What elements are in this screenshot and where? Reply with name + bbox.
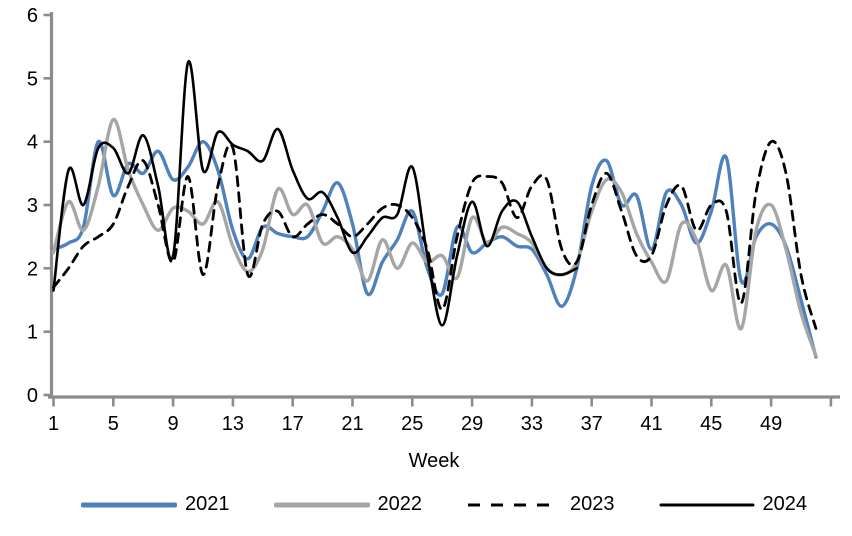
legend-label-2022: 2022	[377, 493, 423, 515]
x-tick-label: 5	[108, 413, 119, 435]
legend-line-sample-2023	[468, 503, 560, 506]
legend-label-2024: 2024	[762, 493, 808, 515]
series-line-2023	[52, 139, 818, 330]
x-tick-label: 13	[222, 413, 244, 435]
x-tick-label: 37	[581, 413, 603, 435]
x-tick-label: 33	[521, 413, 543, 435]
x-tick-label: 25	[401, 413, 423, 435]
x-tick-label: 45	[700, 413, 722, 435]
x-tick-label: 29	[461, 413, 483, 435]
y-tick-label: 1	[27, 322, 38, 344]
y-tick-label: 3	[27, 195, 38, 217]
y-tick-label: 0	[27, 385, 38, 407]
series-line-2024	[52, 60, 579, 327]
y-tick-label: 5	[27, 68, 38, 90]
legend-line-sample-2022	[273, 502, 370, 507]
legend-item-2021: 2021	[81, 493, 230, 516]
x-tick-label: 21	[341, 413, 363, 435]
legend-item-2023: 2023	[466, 493, 615, 516]
legend-item-2022: 2022	[273, 493, 423, 516]
legend-line-sample-2021	[81, 502, 177, 507]
legend-item-2024: 2024	[659, 493, 808, 516]
y-tick-label: 6	[27, 5, 38, 27]
x-tick-label: 49	[760, 413, 782, 435]
legend-label-2023: 2023	[570, 493, 615, 515]
legend-line-sample-2024	[659, 503, 754, 506]
y-tick-label: 4	[27, 132, 38, 154]
x-tick-label: 1	[48, 413, 59, 435]
y-tick-label: 2	[27, 258, 38, 280]
x-tick-label: 9	[168, 413, 179, 435]
x-tick-label: 41	[640, 413, 662, 435]
x-tick-label: 17	[282, 413, 304, 435]
x-axis-title: Week	[408, 450, 460, 472]
legend-label-2021: 2021	[185, 493, 230, 515]
chart-legend: 2021 2022 2023 2024	[36, 493, 852, 516]
